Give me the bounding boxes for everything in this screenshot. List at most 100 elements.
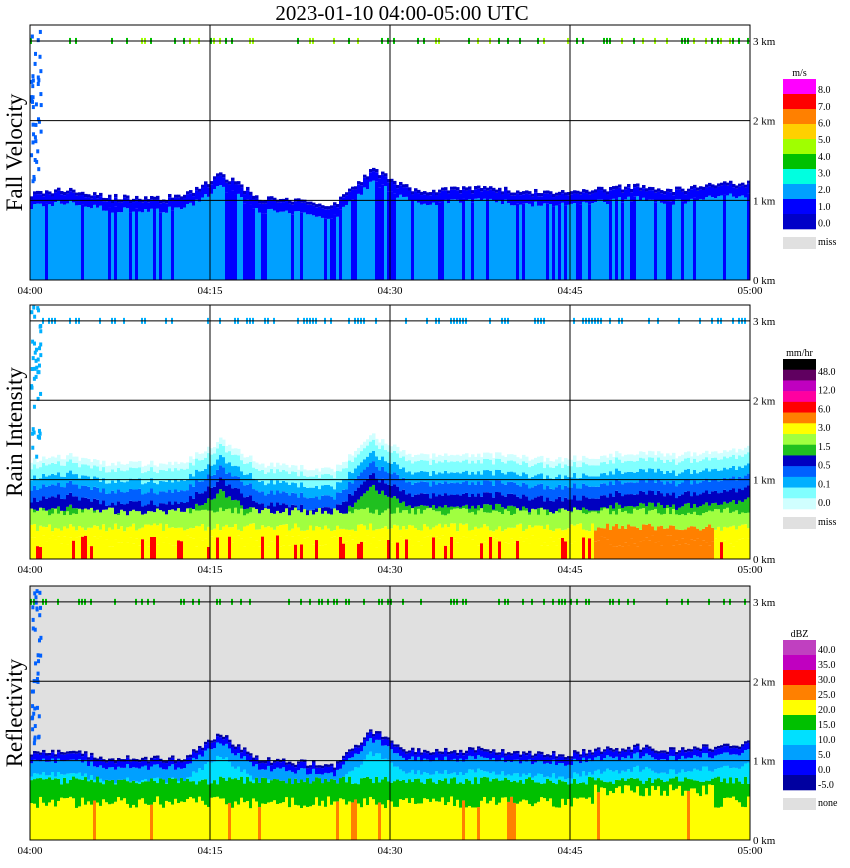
x-tick-label: 05:00 [737, 285, 763, 297]
panel-ylabel: Reflectivity [2, 658, 27, 767]
legend-level: 25.0 [818, 690, 836, 701]
legend-unit: mm/hr [786, 348, 813, 359]
legend-level: 0.0 [818, 498, 831, 509]
legend-swatch [783, 199, 816, 215]
legend-swatch [783, 94, 816, 110]
x-tick-label: 04:30 [377, 285, 403, 297]
plot-frame [29, 24, 751, 281]
legend-level: 15.0 [818, 720, 836, 731]
legend-level: 1.5 [818, 442, 831, 453]
y-tick-label: 1 km [753, 475, 776, 487]
x-tick-label: 04:00 [17, 285, 43, 297]
y-tick-label: 2 km [753, 395, 776, 407]
legend-swatch [783, 455, 816, 467]
y-tick-label: 1 km [753, 195, 776, 207]
panel-reflectivity: 0 km 1 km 2 km 3 km 04:00 04:15 04:30 04:45 05:0… [2, 585, 838, 857]
legend-swatch [783, 655, 816, 671]
legend-swatch [783, 369, 816, 381]
figure-title: 2023-01-10 04:00-05:00 UTC [275, 1, 528, 25]
legend-missing-label: miss [818, 517, 836, 528]
legend-level: 6.0 [818, 119, 831, 130]
legend-missing-swatch [783, 517, 816, 529]
x-tick-label: 04:15 [197, 564, 223, 576]
x-tick-label: 04:45 [557, 564, 583, 576]
legend-swatch [783, 423, 816, 435]
legend-level: 20.0 [818, 705, 836, 716]
y-tick-label: 0 km [753, 275, 776, 287]
panel-ylabel: Fall Velocity [2, 93, 27, 211]
legend-swatch [783, 775, 816, 791]
legend-swatch [783, 745, 816, 761]
x-tick-label: 04:30 [377, 845, 403, 857]
legend-swatch [783, 124, 816, 140]
x-tick-label: 04:45 [557, 845, 583, 857]
panel-fall-velocity: 0 km 1 km 2 km 3 km 04:00 04:15 04:30 04:45 05:0… [2, 24, 836, 297]
legend-swatch [783, 640, 816, 656]
legend-level: 7.0 [818, 102, 831, 113]
legend-level: 3.0 [818, 423, 831, 434]
plot-frame [29, 304, 751, 560]
y-tick-label: 3 km [753, 597, 776, 609]
y-tick-label: 3 km [753, 316, 776, 328]
legend-swatch [783, 380, 816, 392]
legend-level: 1.0 [818, 202, 831, 213]
legend-level: 40.0 [818, 645, 836, 656]
legend-missing-label: miss [818, 237, 836, 248]
legend-level: 8.0 [818, 85, 831, 96]
plot-frame [29, 585, 751, 841]
y-tick-label: 2 km [753, 116, 776, 128]
legend-swatch [783, 715, 816, 731]
legend-swatch [783, 730, 816, 746]
legend-swatch [783, 487, 816, 499]
x-tick-label: 04:15 [197, 285, 223, 297]
panel-rain-intensity: 0 km 1 km 2 km 3 km 04:00 04:15 04:30 04:45 05:0… [2, 304, 836, 576]
legend-swatch [783, 466, 816, 478]
legend-swatch [783, 359, 816, 371]
legend-swatch [783, 214, 816, 230]
y-tick-label: 2 km [753, 676, 776, 688]
legend-level: 48.0 [818, 367, 836, 378]
legend-level: 5.0 [818, 135, 831, 146]
legend-swatch [783, 169, 816, 185]
legend-missing-swatch [783, 798, 816, 810]
x-tick-label: 05:00 [737, 845, 763, 857]
legend-level: 10.0 [818, 735, 836, 746]
legend-swatch [783, 498, 816, 510]
legend-swatch [783, 184, 816, 200]
legend-swatch [783, 670, 816, 686]
legend-level: 35.0 [818, 660, 836, 671]
legend-level: 12.0 [818, 386, 836, 397]
legend-swatch [783, 109, 816, 125]
x-tick-label: 04:45 [557, 285, 583, 297]
y-tick-label: 3 km [753, 36, 776, 48]
x-tick-label: 04:15 [197, 845, 223, 857]
legend-swatch [783, 401, 816, 413]
x-tick-label: 04:30 [377, 564, 403, 576]
legend-unit: dBZ [791, 629, 809, 640]
legend-swatch [783, 154, 816, 170]
data-field [30, 29, 750, 280]
y-tick-label: 0 km [753, 554, 776, 566]
legend-level: 6.0 [818, 404, 831, 415]
legend-swatch [783, 685, 816, 701]
legend-swatch [783, 79, 816, 95]
legend-swatch [783, 700, 816, 716]
legend-level: 4.0 [818, 152, 831, 163]
legend-swatch [783, 760, 816, 776]
legend-level: 0.5 [818, 461, 831, 472]
panel-ylabel: Rain Intensity [2, 367, 27, 497]
legend-swatch [783, 434, 816, 446]
x-tick-label: 04:00 [17, 564, 43, 576]
legend-level: 0.0 [818, 765, 831, 776]
y-tick-label: 1 km [753, 756, 776, 768]
legend-swatch [783, 139, 816, 155]
legend-level: 3.0 [818, 169, 831, 180]
legend-level: 30.0 [818, 675, 836, 686]
legend-level: -5.0 [818, 780, 834, 791]
y-tick-label: 0 km [753, 835, 776, 847]
legend-unit: m/s [792, 68, 807, 79]
legend-swatch [783, 476, 816, 488]
legend-swatch [783, 444, 816, 456]
legend-swatch [783, 391, 816, 403]
